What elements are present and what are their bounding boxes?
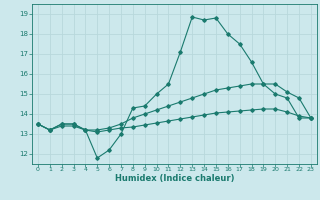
X-axis label: Humidex (Indice chaleur): Humidex (Indice chaleur) [115, 174, 234, 183]
